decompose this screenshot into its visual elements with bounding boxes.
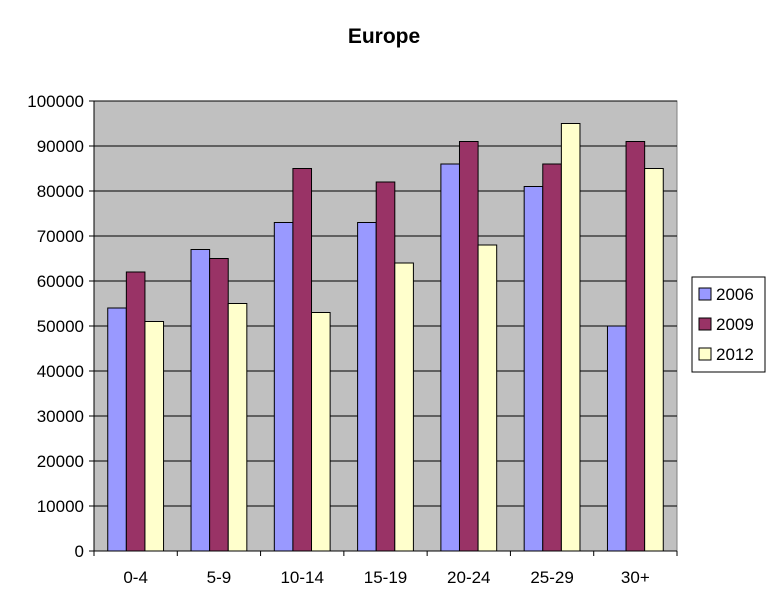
y-tick-label: 80000 bbox=[37, 182, 84, 201]
bar-2009-30+ bbox=[625, 141, 646, 552]
legend-swatch-2009 bbox=[698, 317, 712, 331]
bar-2012-5-9 bbox=[227, 303, 248, 552]
x-tick-label: 20-24 bbox=[447, 568, 490, 587]
x-tick-label: 30+ bbox=[621, 568, 650, 587]
bar-2009-15-19 bbox=[375, 181, 396, 552]
y-axis: 0 10000 20000 30000 40000 50000 60000 70000 8000… bbox=[27, 92, 95, 561]
y-tick-label: 70000 bbox=[37, 227, 84, 246]
bar-2006-0-4 bbox=[107, 307, 127, 552]
y-tick-label: 30000 bbox=[37, 407, 84, 426]
y-tick-label: 10000 bbox=[37, 497, 84, 516]
y-tick-label: 60000 bbox=[37, 272, 84, 291]
y-tick-label: 20000 bbox=[37, 452, 84, 471]
y-tick-label: 90000 bbox=[37, 137, 84, 156]
bar-2012-15-19 bbox=[394, 262, 414, 552]
chart-title: Europe bbox=[348, 25, 420, 48]
x-tick-label: 5-9 bbox=[207, 568, 232, 587]
bar-2012-10-14 bbox=[311, 312, 331, 552]
bar-2012-25-29 bbox=[560, 123, 581, 552]
x-tick-label: 0-4 bbox=[123, 568, 148, 587]
bar-2009-5-9 bbox=[209, 258, 229, 552]
bar-2006-5-9 bbox=[190, 249, 211, 552]
bar-2006-10-14 bbox=[273, 222, 294, 552]
legend: 2006 2009 2012 bbox=[691, 276, 766, 373]
bar-2006-30+ bbox=[606, 325, 627, 552]
bars-group bbox=[107, 123, 664, 552]
bar-2012-30+ bbox=[644, 168, 664, 552]
legend-label-2009: 2009 bbox=[716, 315, 754, 334]
y-tick-label: 40000 bbox=[37, 362, 84, 381]
bar-2012-0-4 bbox=[144, 321, 165, 552]
legend-swatch-2012 bbox=[698, 347, 712, 361]
legend-label-2006: 2006 bbox=[716, 285, 754, 304]
x-axis: 0-4 5-9 10-14 15-19 20-24 25-29 30+ bbox=[93, 550, 678, 587]
bar-2009-25-29 bbox=[542, 163, 562, 552]
legend-swatch-2006 bbox=[698, 287, 712, 301]
bar-2009-0-4 bbox=[125, 271, 146, 552]
bar-2009-20-24 bbox=[458, 141, 479, 552]
bar-2006-15-19 bbox=[357, 222, 377, 552]
y-tick-label: 0 bbox=[75, 542, 84, 561]
x-tick-label: 25-29 bbox=[530, 568, 573, 587]
bar-2006-20-24 bbox=[440, 163, 460, 552]
x-tick-label: 10-14 bbox=[280, 568, 323, 587]
x-tick-label: 15-19 bbox=[364, 568, 407, 587]
bar-2006-25-29 bbox=[523, 186, 544, 552]
y-tick-label: 100000 bbox=[27, 92, 84, 111]
bar-2009-10-14 bbox=[292, 168, 313, 552]
legend-label-2012: 2012 bbox=[716, 345, 754, 364]
bar-2012-20-24 bbox=[477, 244, 498, 552]
y-tick-label: 50000 bbox=[37, 317, 84, 336]
